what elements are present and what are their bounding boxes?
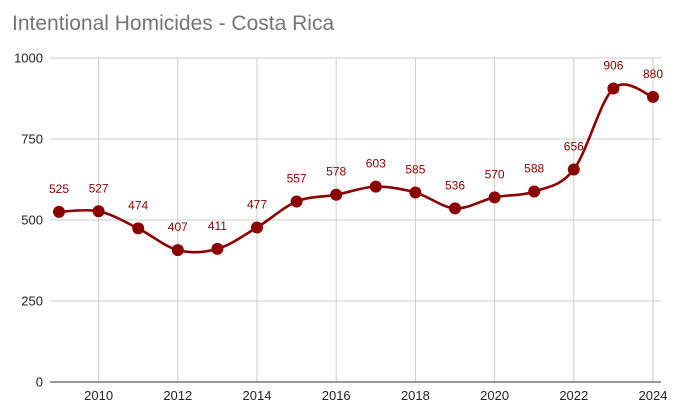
y-tick-label: 750 (21, 132, 43, 147)
data-label: 570 (485, 167, 505, 181)
data-label: 477 (247, 197, 267, 211)
data-label: 656 (564, 139, 584, 153)
y-tick-label: 500 (21, 213, 43, 228)
grid-lines (50, 57, 661, 382)
data-point[interactable] (488, 191, 501, 204)
data-point[interactable] (528, 185, 541, 198)
x-tick-label: 2012 (163, 388, 192, 403)
data-point[interactable] (53, 205, 65, 218)
x-tick-label: 2016 (322, 388, 351, 403)
data-point[interactable] (211, 242, 224, 255)
data-point[interactable] (132, 222, 145, 235)
data-label: 474 (128, 198, 148, 212)
data-label: 578 (326, 165, 346, 179)
y-tick-label: 0 (36, 375, 43, 390)
data-point[interactable] (290, 195, 303, 208)
data-label: 525 (49, 182, 69, 196)
data-label: 906 (603, 58, 623, 72)
x-tick-label: 2014 (243, 388, 272, 403)
data-point[interactable] (330, 188, 343, 201)
data-point[interactable] (449, 202, 461, 215)
data-label: 880 (643, 67, 663, 81)
data-label: 588 (524, 161, 544, 175)
data-label: 536 (445, 178, 465, 192)
y-tick-labels: 0 250 500 750 1000 (14, 51, 43, 390)
x-tick-label: 2018 (401, 388, 430, 403)
data-points (53, 82, 659, 257)
data-point[interactable] (607, 82, 620, 95)
data-point[interactable] (369, 180, 382, 193)
data-label: 527 (89, 181, 109, 195)
data-point[interactable] (409, 186, 422, 199)
x-tick-label: 2020 (480, 388, 509, 403)
data-label: 603 (366, 157, 386, 171)
data-point[interactable] (92, 205, 105, 218)
x-tick-label: 2024 (639, 388, 668, 403)
data-point[interactable] (171, 244, 184, 257)
y-tick-label: 1000 (14, 51, 43, 66)
data-label: 585 (405, 162, 425, 176)
data-label: 411 (208, 219, 227, 233)
x-tick-labels: 2010 2012 2014 2016 2018 2020 2022 2024 (84, 388, 667, 403)
data-labels: 525 527 474 407 411 477 557 578 603 585 536 570 588 6… (49, 58, 663, 234)
data-point[interactable] (567, 163, 580, 176)
data-point[interactable] (251, 221, 263, 234)
series-line (57, 83, 655, 254)
x-tick-label: 2010 (84, 388, 113, 403)
chart-title: Intentional Homicides - Costa Rica (12, 12, 335, 35)
y-tick-label: 250 (21, 294, 43, 309)
x-tick-label: 2022 (559, 388, 588, 403)
data-point[interactable] (647, 90, 659, 103)
data-label: 407 (168, 220, 188, 234)
data-label: 557 (287, 172, 307, 186)
